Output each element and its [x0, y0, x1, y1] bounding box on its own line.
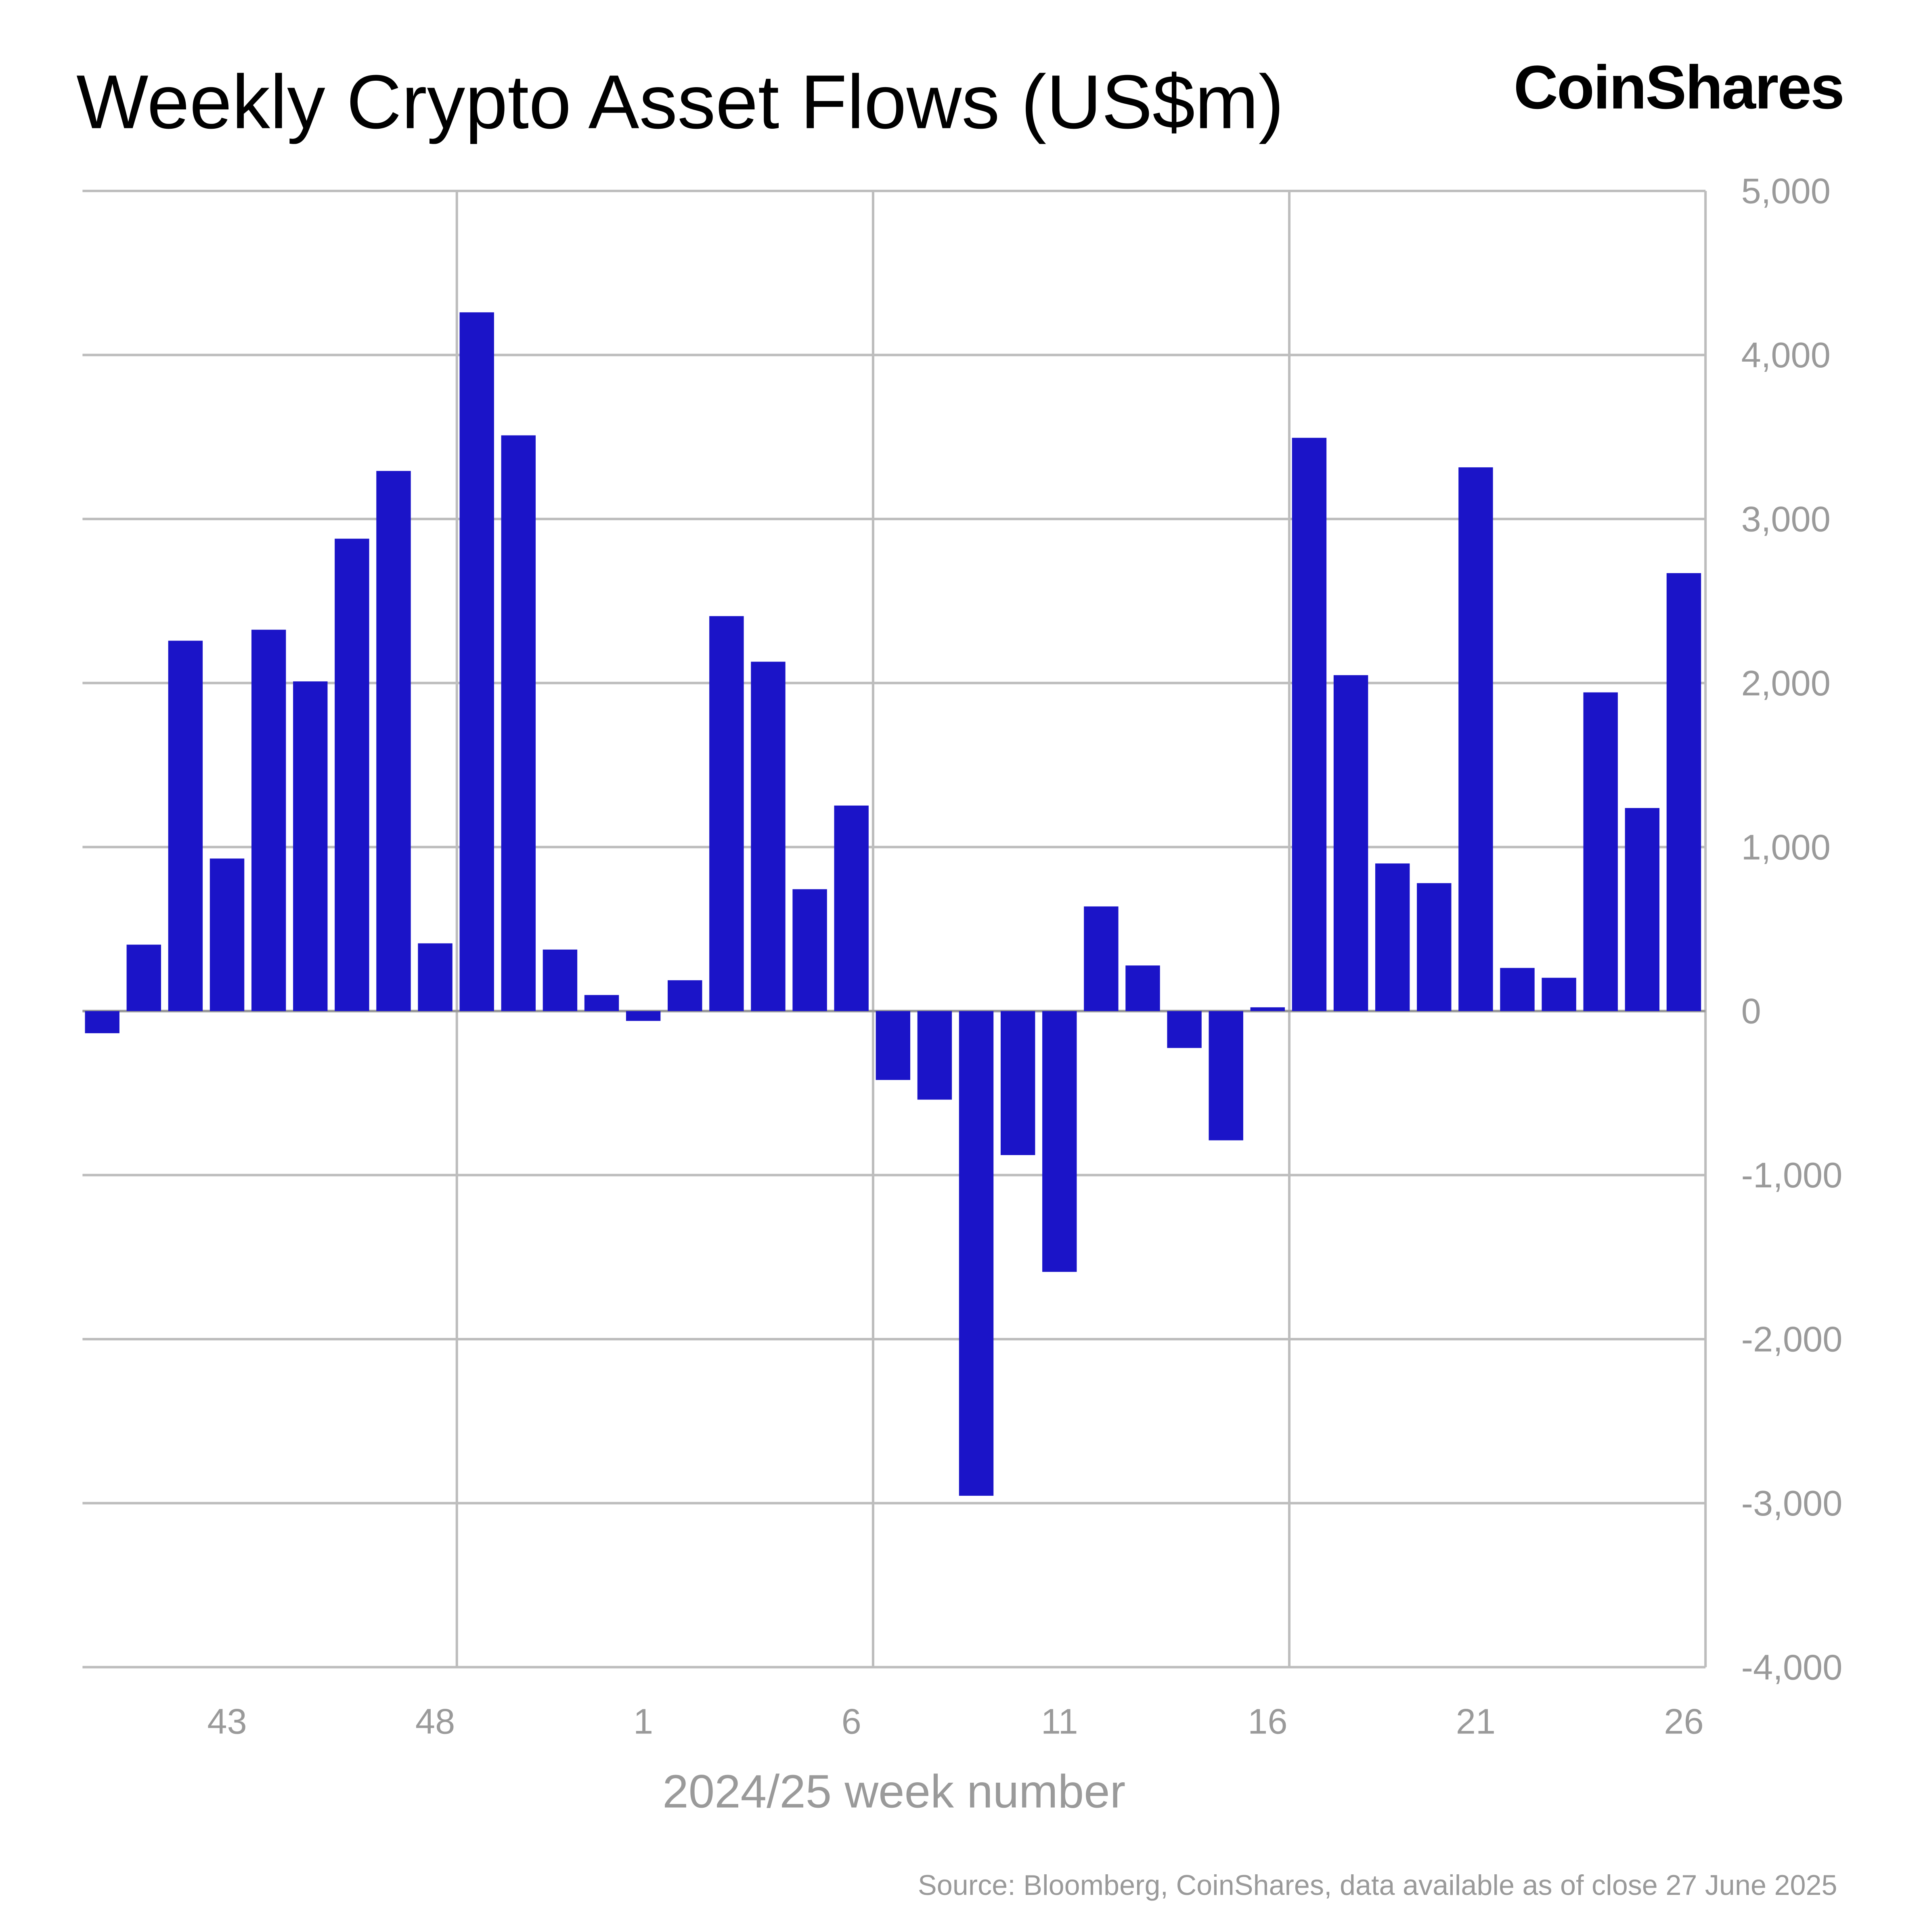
- x-tick-label: 1: [633, 1702, 653, 1742]
- bar-week-24: [1583, 692, 1618, 1011]
- bar-week-48: [418, 943, 452, 1011]
- y-tick-label: -2,000: [1741, 1319, 1843, 1359]
- bar-week-40: [85, 1011, 119, 1034]
- bar-week-6: [834, 805, 869, 1011]
- bar-week-46: [335, 538, 369, 1011]
- source-note: Source: Bloomberg, CoinShares, data avai…: [918, 1869, 1837, 1901]
- x-axis-ticks: 43 48 1 6 11 16 21 26: [207, 1702, 1703, 1742]
- bar-week-50: [501, 435, 536, 1011]
- y-tick-label: -3,000: [1741, 1483, 1843, 1523]
- bar-week-17: [1292, 437, 1327, 1011]
- bar-week-52: [584, 995, 619, 1011]
- y-tick-label: -1,000: [1741, 1155, 1843, 1195]
- y-tick-label: 1,000: [1741, 827, 1831, 867]
- bar-week-11: [1042, 1011, 1077, 1272]
- bar-week-13: [1125, 965, 1160, 1011]
- y-axis-ticks: 5,000 4,000 3,000 2,000 1,000 0 -1,000 -2,000 -3…: [1741, 171, 1843, 1687]
- y-tick-label: 4,000: [1741, 335, 1831, 375]
- bar-week-26: [1666, 573, 1701, 1011]
- bar-week-7: [876, 1011, 911, 1080]
- bar-week-25: [1625, 808, 1660, 1011]
- bar-week-8: [917, 1011, 952, 1100]
- bar-week-15: [1209, 1011, 1243, 1141]
- bar-week-19: [1375, 863, 1410, 1011]
- bars: [85, 312, 1701, 1496]
- bar-week-22: [1500, 968, 1535, 1011]
- bar-week-3: [709, 616, 744, 1011]
- bar-week-42: [168, 641, 203, 1011]
- y-tick-label: 3,000: [1741, 499, 1831, 539]
- x-tick-label: 6: [842, 1702, 861, 1742]
- bar-week-44: [251, 630, 286, 1011]
- bar-week-10: [1000, 1011, 1035, 1155]
- bar-week-18: [1333, 675, 1368, 1011]
- x-tick-label: 48: [415, 1702, 455, 1742]
- bar-week-49: [459, 312, 494, 1011]
- y-tick-label: -4,000: [1741, 1647, 1843, 1687]
- bar-week-9: [959, 1011, 994, 1496]
- y-tick-label: 5,000: [1741, 171, 1831, 211]
- x-axis-label: 2024/25 week number: [662, 1765, 1125, 1818]
- x-tick-label: 21: [1456, 1702, 1496, 1742]
- bar-week-16: [1250, 1007, 1285, 1011]
- bar-week-51: [543, 949, 578, 1011]
- bar-week-21: [1458, 467, 1493, 1011]
- x-tick-label: 16: [1248, 1702, 1287, 1742]
- bar-week-12: [1084, 906, 1119, 1011]
- bar-week-14: [1167, 1011, 1202, 1048]
- bar-week-47: [376, 471, 411, 1011]
- bar-week-5: [792, 889, 827, 1011]
- bar-week-43: [209, 858, 245, 1011]
- x-tick-label: 43: [207, 1702, 247, 1742]
- y-tick-label: 0: [1741, 991, 1761, 1031]
- bar-week-1: [626, 1011, 661, 1021]
- y-tick-label: 2,000: [1741, 663, 1831, 703]
- coinshares-logo: CoinShares: [1514, 53, 1843, 122]
- x-tick-label: 26: [1664, 1702, 1703, 1742]
- bar-week-2: [668, 980, 702, 1011]
- x-tick-label: 11: [1041, 1702, 1078, 1742]
- bar-week-23: [1542, 978, 1576, 1011]
- bar-week-41: [126, 944, 161, 1011]
- bar-week-20: [1417, 883, 1452, 1011]
- bar-week-4: [751, 661, 786, 1011]
- chart-title: Weekly Crypto Asset Flows (US$m): [76, 60, 1284, 145]
- bar-week-45: [293, 681, 328, 1011]
